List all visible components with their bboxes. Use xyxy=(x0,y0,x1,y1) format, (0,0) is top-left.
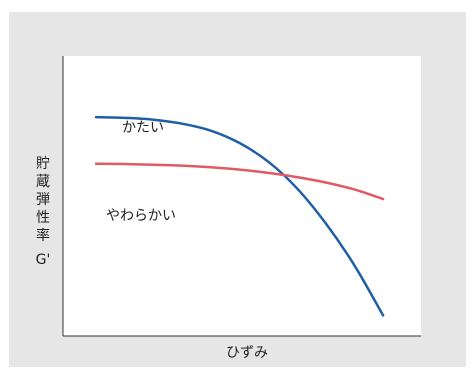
series-line-hard xyxy=(94,115,385,317)
series-label-hard: かたい xyxy=(122,120,164,136)
y-axis-label-symbol: G' xyxy=(36,252,51,268)
y-axis-label-char-3: 弾 xyxy=(36,192,50,208)
y-axis-label-char-4: 性 xyxy=(36,210,50,226)
y-axis-label-char-5: 率 xyxy=(36,227,50,244)
plot-area xyxy=(63,56,421,336)
y-axis-label-char-2: 蔵 xyxy=(36,174,50,190)
y-axis-label-char-1: 貯 xyxy=(36,156,50,172)
series-label-soft: やわらかい xyxy=(106,208,176,224)
series-line-soft xyxy=(94,162,385,201)
x-axis-label: ひずみ xyxy=(226,345,268,361)
